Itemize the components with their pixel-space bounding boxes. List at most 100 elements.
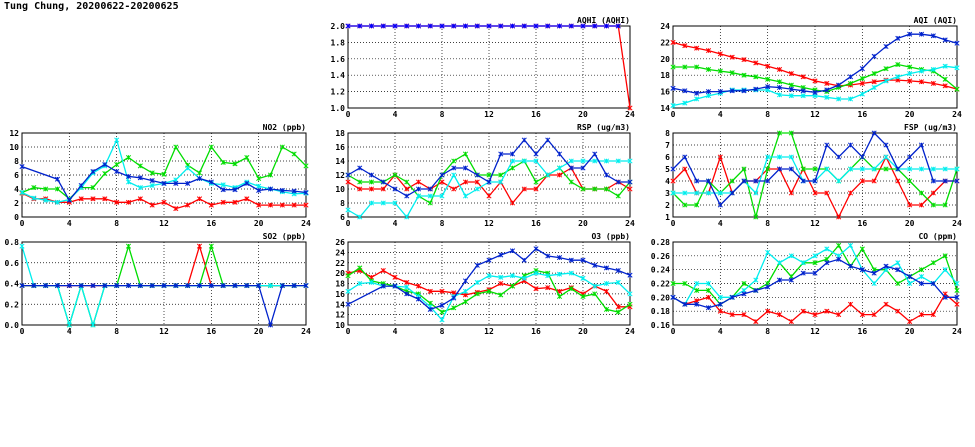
data-point [486,257,492,263]
data-point [66,283,72,289]
data-point [942,253,948,259]
data-point [883,78,889,84]
data-point [357,214,363,220]
data-point [345,172,351,178]
data-point [196,170,203,176]
data-point [895,61,901,68]
data-point [765,63,771,69]
data-point [439,309,445,315]
data-point [859,267,865,273]
data-point [800,270,806,276]
data-point [615,279,621,286]
data-point [717,202,723,208]
data-point [753,178,759,184]
data-point [615,23,621,29]
data-point [498,252,504,258]
data-point [883,301,889,307]
data-point [291,283,297,289]
data-point [615,193,621,199]
x-tick-label: 16 [858,110,868,119]
data-point [954,280,960,287]
data-point [705,89,712,95]
data-point [859,166,865,172]
data-point [439,179,445,185]
data-point [717,301,723,307]
data-point [545,273,551,279]
data-point [765,308,771,314]
data-point [185,202,191,208]
data-point [462,288,469,294]
data-point [847,263,854,269]
data-point [303,189,309,196]
data-point [930,260,936,266]
data-point [776,312,783,318]
data-point [533,151,539,157]
data-point [462,299,469,305]
data-point [729,294,735,300]
data-point [279,202,285,208]
x-tick-label: 0 [346,110,351,119]
data-point [208,179,214,185]
y-tick-label: 14 [335,300,345,309]
data-point [66,322,72,328]
data-point [31,185,37,191]
series-line [672,65,958,107]
series-group [345,246,633,312]
data-point [533,23,539,29]
data-point [291,188,297,194]
chart-panel: 0 4 8 12 16 20 24 0.0 0.2 0.4 0.6 0.8 SO2 (ppb) [5,232,311,336]
data-point [580,257,586,263]
data-point [185,180,191,186]
data-point [847,74,854,80]
series-group [345,265,633,315]
x-tick-label: 24 [301,327,311,336]
x-tick-label: 16 [858,219,868,228]
data-point [824,246,830,252]
data-point [788,93,794,99]
data-point [196,196,203,202]
x-tick-label: 16 [531,110,541,119]
data-point [717,154,723,160]
data-point [592,151,598,157]
data-point [871,280,877,287]
data-point [895,280,901,287]
data-point [705,178,712,184]
x-tick-label: 8 [440,219,445,228]
data-point [741,88,747,94]
data-point [670,39,676,45]
x-tick-label: 24 [952,219,962,228]
data-point [824,94,830,100]
data-point [486,288,492,294]
data-point [627,179,633,185]
data-point [380,200,386,206]
data-point [694,287,700,293]
x-tick-label: 12 [484,110,494,119]
data-point [800,260,806,266]
data-point [439,172,445,178]
data-point [66,197,72,203]
y-tick-label: 12 [9,129,19,138]
data-point [603,23,610,29]
data-point [705,48,712,54]
data-point [220,187,226,193]
data-point [907,31,913,37]
x-tick-label: 16 [207,219,217,228]
data-point [918,267,925,273]
data-point [125,173,132,179]
x-tick-label: 16 [207,327,217,336]
data-point [208,243,214,249]
data-point [694,45,700,51]
data-point [918,79,925,85]
data-point [753,74,759,80]
data-point [185,165,191,171]
data-point [753,190,759,196]
y-tick-label: 6 [665,153,670,162]
data-point [54,186,61,192]
data-point [244,180,250,186]
data-point [580,158,586,164]
y-tick-label: 1.2 [331,88,346,97]
data-point [670,190,676,196]
data-point [185,283,191,289]
x-tick-label: 20 [578,327,588,336]
